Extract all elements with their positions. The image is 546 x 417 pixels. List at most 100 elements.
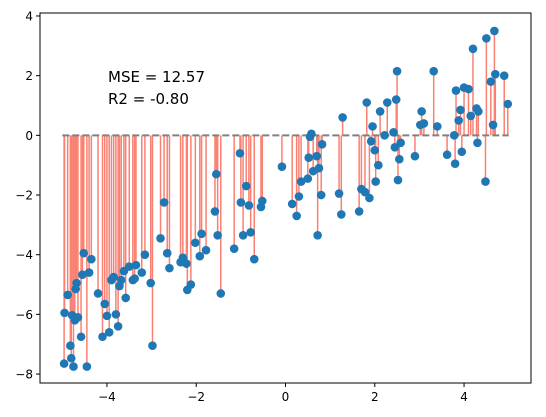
data-point <box>316 190 326 200</box>
r2-annotation: R2 = -0.80 <box>108 90 189 108</box>
data-point <box>314 163 324 173</box>
data-point <box>370 145 380 155</box>
data-point <box>481 177 490 186</box>
data-point <box>63 290 72 300</box>
data-point <box>410 151 420 161</box>
data-point <box>374 160 383 170</box>
data-point <box>296 177 306 186</box>
data-point <box>429 66 438 76</box>
data-point <box>93 289 103 298</box>
data-point <box>466 111 476 121</box>
data-point <box>109 272 118 282</box>
data-point <box>395 154 404 164</box>
data-point <box>236 198 246 207</box>
data-points <box>59 26 513 371</box>
data-point <box>371 177 380 186</box>
data-point <box>362 98 372 107</box>
data-point <box>69 362 78 371</box>
data-point <box>380 131 389 140</box>
data-point <box>368 122 377 131</box>
data-point <box>294 192 304 201</box>
data-point <box>456 105 465 115</box>
data-point <box>336 210 346 219</box>
y-tick-label: 2 <box>25 69 33 83</box>
y-tick-label: 4 <box>25 9 33 23</box>
data-point <box>104 327 114 337</box>
x-tick-label: 0 <box>282 390 290 404</box>
data-point <box>417 107 426 116</box>
data-point <box>365 193 374 203</box>
data-point <box>317 139 327 149</box>
data-point <box>84 268 94 277</box>
x-tick-label: 4 <box>460 390 468 404</box>
data-point <box>307 129 316 139</box>
data-point <box>131 260 141 270</box>
data-point <box>393 175 403 185</box>
data-point <box>244 201 254 210</box>
data-point <box>140 250 150 259</box>
y-tick-label: −8 <box>15 368 33 382</box>
data-point <box>503 99 513 109</box>
data-point <box>79 248 89 258</box>
data-point <box>191 238 200 248</box>
data-point <box>148 341 157 351</box>
data-point <box>82 362 92 371</box>
data-point <box>432 122 442 131</box>
data-point <box>235 148 245 158</box>
y-tick-label: 0 <box>25 129 33 143</box>
data-point <box>212 169 221 179</box>
data-point <box>121 293 131 303</box>
data-point <box>100 299 110 309</box>
data-point <box>156 233 165 243</box>
data-point <box>72 278 81 288</box>
data-point <box>312 151 322 161</box>
data-point <box>389 128 398 137</box>
data-point <box>257 196 267 206</box>
data-point <box>159 198 169 207</box>
data-point <box>165 263 174 273</box>
data-point <box>78 270 87 279</box>
data-point <box>197 229 206 239</box>
data-point <box>450 159 460 168</box>
data-point <box>499 71 509 80</box>
data-point <box>102 311 112 321</box>
data-point <box>162 248 172 258</box>
data-point <box>116 275 126 285</box>
data-point <box>304 153 314 163</box>
data-point <box>137 268 147 277</box>
data-point <box>334 189 344 198</box>
data-point <box>482 34 491 43</box>
data-point <box>457 147 467 157</box>
data-point <box>366 137 376 146</box>
data-point <box>375 107 385 116</box>
data-point <box>468 44 478 54</box>
data-point <box>59 359 69 368</box>
x-tick-label: −4 <box>98 390 116 404</box>
data-point <box>419 119 429 128</box>
y-tick-label: −4 <box>15 248 33 262</box>
data-point <box>277 162 287 171</box>
x-tick-label: 2 <box>371 390 379 404</box>
data-point <box>238 230 248 240</box>
data-point <box>391 95 401 104</box>
data-point <box>113 322 123 331</box>
data-point <box>338 113 347 122</box>
data-point <box>390 142 400 152</box>
data-point <box>287 199 297 209</box>
data-point <box>360 187 370 197</box>
data-point <box>229 244 239 254</box>
data-point <box>454 116 463 125</box>
data-point <box>464 84 473 94</box>
data-point <box>241 181 251 191</box>
data-point <box>76 332 86 342</box>
data-point <box>474 107 483 116</box>
data-point <box>146 278 155 288</box>
data-point <box>111 310 121 319</box>
data-point <box>98 332 107 342</box>
data-point <box>313 230 322 240</box>
y-tick-label: −2 <box>15 189 33 203</box>
data-point <box>354 207 364 216</box>
data-point <box>130 274 139 283</box>
data-point <box>213 230 222 240</box>
data-point <box>292 211 301 221</box>
